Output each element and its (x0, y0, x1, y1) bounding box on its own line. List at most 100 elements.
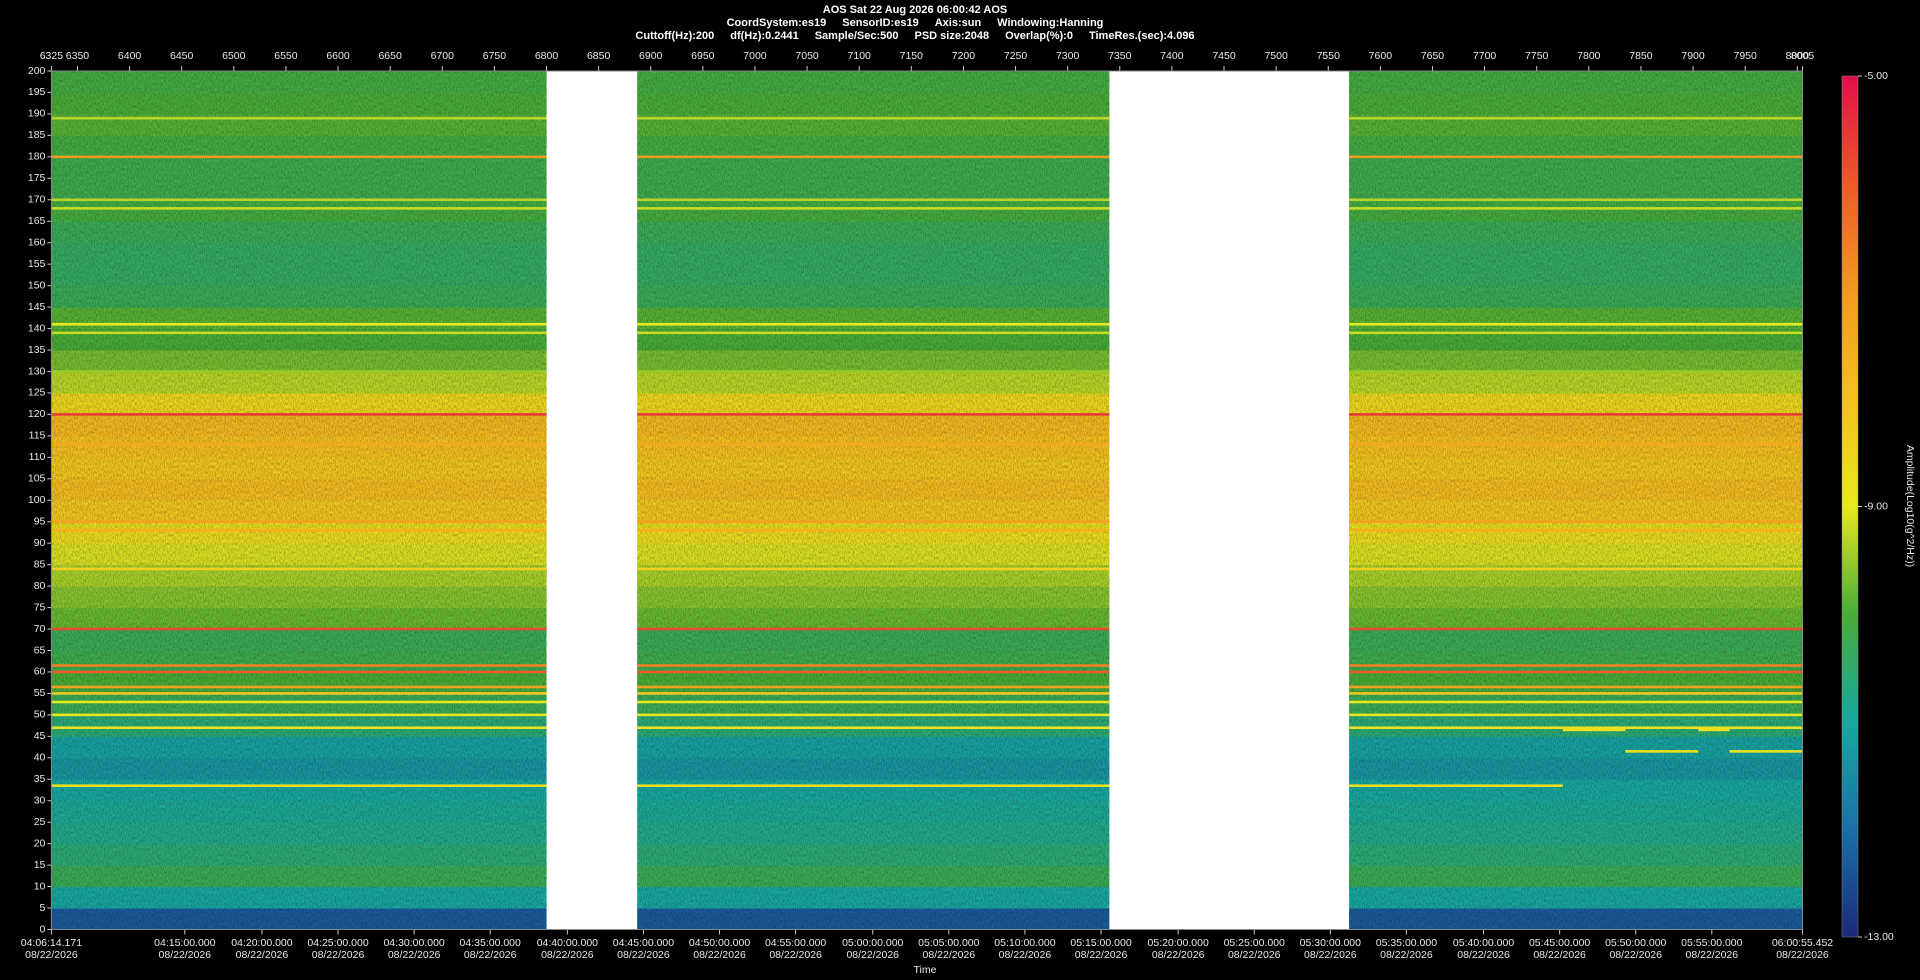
x-tick-label: 7700 (1473, 50, 1497, 62)
y-tick-label: 175 (28, 172, 46, 184)
x-tick-label: 7800 (1577, 50, 1601, 62)
harmonic-line (51, 670, 547, 674)
colorbar-label: Amplitude(Log10(g^2/Hz)) (1904, 445, 1916, 567)
time-tick-date: 08/22/2026 (923, 949, 976, 961)
y-tick-label: 30 (34, 795, 46, 807)
time-tick-label: 05:05:00.000 (918, 937, 979, 949)
x-tick-label: 7650 (1421, 50, 1445, 62)
harmonic-line (1349, 331, 1803, 335)
harmonic-line (1349, 692, 1803, 695)
y-tick-label: 75 (34, 601, 46, 613)
x-tick-label: 6950 (691, 50, 715, 62)
time-tick-label: 04:45:00.000 (613, 937, 674, 949)
harmonic-line (637, 567, 1110, 571)
y-tick-label: 195 (28, 86, 46, 98)
params-row: Cuttoff(Hz):200 df(Hz):0.2441 Sample/Sec… (0, 30, 1830, 43)
x-tick-label: 6325 (40, 50, 64, 62)
time-tick-date: 08/22/2026 (1609, 949, 1662, 961)
x-tick-label: 6850 (587, 50, 611, 62)
y-tick-label: 100 (28, 494, 46, 506)
time-tick-label: 04:20:00.000 (231, 937, 292, 949)
harmonic-line (51, 207, 547, 210)
harmonic-line (51, 685, 547, 689)
time-tick-date: 08/22/2026 (1228, 949, 1281, 961)
time-tick-date: 08/22/2026 (1304, 949, 1357, 961)
time-tick-label: 05:55:00.000 (1681, 937, 1742, 949)
time-tick-date: 08/22/2026 (1075, 949, 1128, 961)
time-tick-date: 08/22/2026 (541, 949, 594, 961)
harmonic-line (51, 664, 547, 667)
y-tick-label: 180 (28, 151, 46, 163)
x-tick-label: 7500 (1264, 50, 1288, 62)
harmonic-line (51, 567, 547, 571)
harmonic-line (637, 520, 1110, 524)
harmonic-line (1349, 670, 1803, 674)
x-tick-label: 7100 (848, 50, 872, 62)
x-tick-label: 7000 (743, 50, 767, 62)
time-tick-date: 08/22/2026 (464, 949, 517, 961)
harmonic-line (1698, 728, 1730, 732)
harmonic-line (1349, 726, 1803, 730)
y-tick-label: 120 (28, 408, 46, 420)
y-tick-label: 45 (34, 730, 46, 742)
param: df(Hz):0.2441 (730, 30, 799, 42)
harmonic-line (51, 700, 547, 704)
subtitle: Axis:sun (934, 17, 982, 29)
x-tick-label: 6900 (639, 50, 663, 62)
y-tick-label: 115 (29, 430, 46, 442)
y-tick-label: 85 (34, 558, 46, 570)
harmonic-line (637, 692, 1110, 695)
harmonic-line (51, 713, 547, 717)
x-tick-label: 7200 (952, 50, 976, 62)
x-tick-label: 7750 (1525, 50, 1549, 62)
y-tick-label: 140 (28, 322, 46, 334)
harmonic-line (51, 370, 547, 373)
time-tick-date: 08/22/2026 (1380, 949, 1433, 961)
y-tick-label: 65 (34, 644, 46, 656)
x-tick-label: 7400 (1160, 50, 1184, 62)
harmonic-line (637, 726, 1110, 730)
y-tick-label: 125 (28, 387, 46, 399)
x-tick-label: 7900 (1681, 50, 1705, 62)
harmonic-line (1349, 528, 1803, 532)
harmonic-line (1349, 567, 1803, 571)
time-tick-date: 08/22/2026 (25, 949, 78, 961)
time-tick-label: 04:25:00.000 (307, 937, 368, 949)
harmonic-line (1349, 198, 1803, 202)
harmonic-line (1349, 685, 1803, 689)
x-tick-label: 7950 (1733, 50, 1757, 62)
x-tick-label: 6600 (326, 50, 350, 62)
x-tick-label: 6400 (118, 50, 142, 62)
time-tick-label: 04:35:00.000 (460, 937, 521, 949)
harmonic-line (637, 443, 1110, 446)
time-tick-date: 08/22/2026 (769, 949, 822, 961)
harmonic-line (1729, 750, 1803, 753)
x-tick-label: 8000 (1786, 50, 1810, 62)
x-tick-label: 6700 (431, 50, 455, 62)
subtitle-row: CoordSystem:es19 SensorID:es19 Axis:sun … (0, 17, 1830, 30)
x-tick-label: 7150 (900, 50, 924, 62)
time-tick-date: 08/22/2026 (1152, 949, 1205, 961)
harmonic-line (1349, 370, 1803, 373)
time-tick-date: 08/22/2026 (1457, 949, 1510, 961)
y-tick-label: 95 (34, 515, 46, 527)
harmonic-line (51, 198, 547, 202)
y-tick-label: 20 (34, 837, 46, 849)
y-tick-label: 90 (34, 537, 46, 549)
time-tick-label: 04:50:00.000 (689, 937, 750, 949)
time-tick-label: 04:15:00.000 (154, 937, 215, 949)
harmonic-line (1349, 443, 1803, 446)
time-tick-date: 08/22/2026 (159, 949, 212, 961)
harmonic-line (51, 520, 547, 524)
time-tick-label: 05:20:00.000 (1147, 937, 1208, 949)
harmonic-line (1349, 207, 1803, 210)
harmonic-line (637, 528, 1110, 532)
y-tick-label: 160 (28, 236, 46, 248)
harmonic-line (1349, 155, 1803, 159)
colorbar-tick-label: -5.00 (1864, 70, 1888, 82)
harmonic-line (51, 116, 547, 120)
harmonic-line (51, 443, 547, 446)
harmonic-line (1349, 713, 1803, 717)
time-tick-date: 08/22/2026 (617, 949, 670, 961)
